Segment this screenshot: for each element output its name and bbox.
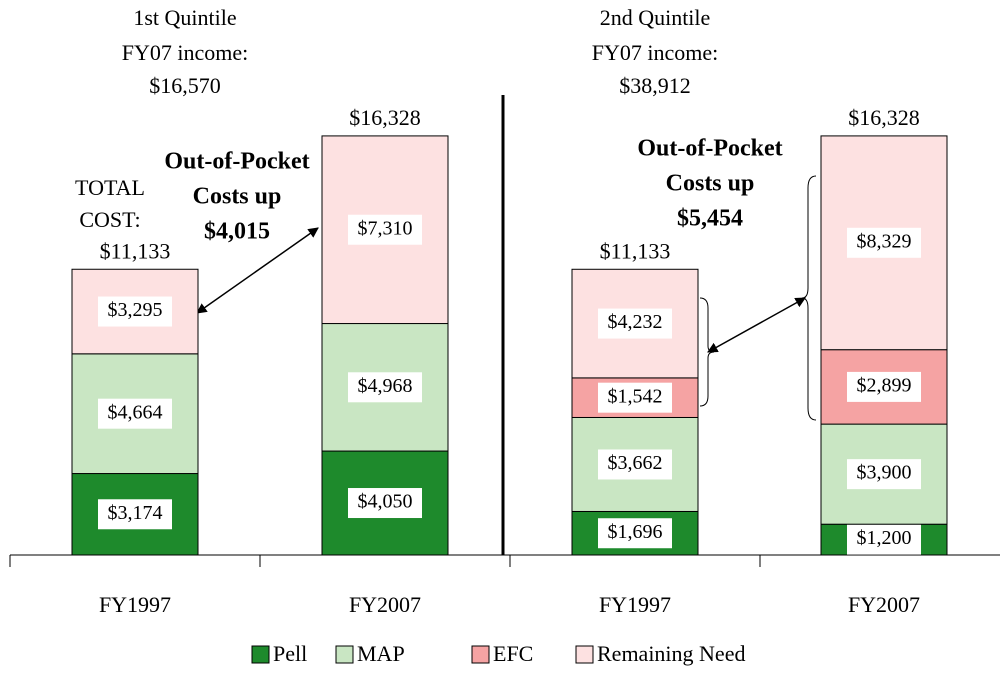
panel-subtitle: $38,912 (619, 73, 691, 98)
data-label: $3,662 (608, 452, 663, 474)
data-label: $1,542 (608, 385, 663, 407)
legend-swatch (251, 645, 270, 664)
label-box (348, 372, 422, 403)
legend-label: Remaining Need (597, 641, 745, 666)
annotation: $5,454 (677, 206, 743, 232)
annotation: Costs up (666, 171, 755, 197)
x-tick-label: FY2007 (848, 592, 920, 617)
label-box (847, 227, 921, 258)
brace (801, 175, 817, 421)
annotation: $4,015 (204, 219, 270, 245)
data-label: $2,899 (857, 374, 912, 396)
panel-title: 2nd Quintile (600, 5, 711, 30)
total-label: $11,133 (600, 238, 671, 263)
annotation: Out-of-Pocket (637, 136, 782, 162)
data-label: $3,174 (108, 502, 163, 524)
total-label: $11,133 (100, 238, 171, 263)
label-box (598, 449, 672, 480)
data-label: $8,329 (857, 230, 912, 252)
data-label: $3,900 (857, 462, 912, 484)
label-box (98, 499, 172, 530)
data-label: $4,664 (108, 401, 163, 423)
data-label: $1,200 (857, 527, 912, 549)
data-label: $3,295 (108, 299, 163, 321)
label-box (98, 398, 172, 429)
label-box (847, 371, 921, 402)
panel-subtitle: FY07 income: (122, 40, 249, 65)
label-box (98, 296, 172, 327)
legend-swatch (335, 645, 354, 664)
label-box (847, 459, 921, 490)
data-label: $4,050 (358, 491, 413, 513)
brace (699, 297, 715, 407)
label-box (598, 308, 672, 339)
legend-label: MAP (357, 641, 405, 666)
label-box (598, 382, 672, 413)
legend-swatch (575, 645, 594, 664)
x-tick-label: FY1997 (99, 592, 171, 617)
panel-subtitle: $16,570 (149, 73, 221, 98)
data-label: $7,310 (358, 217, 413, 239)
legend-label: EFC (493, 641, 533, 666)
panel-title: 1st Quintile (133, 5, 236, 30)
total-caption: COST: (79, 207, 140, 232)
data-label: $1,696 (608, 521, 663, 543)
annotation: Costs up (193, 184, 282, 210)
x-tick-label: FY2007 (349, 592, 421, 617)
label-box (348, 214, 422, 245)
data-label: $4,968 (358, 375, 413, 397)
label-box (847, 524, 921, 555)
legend-label: Pell (273, 641, 307, 666)
arrow (707, 297, 806, 353)
data-label: $4,232 (608, 311, 663, 333)
total-label: $16,328 (349, 105, 421, 130)
annotation: Out-of-Pocket (164, 149, 309, 175)
label-box (348, 488, 422, 519)
total-caption: TOTAL (75, 175, 145, 200)
x-tick-label: FY1997 (599, 592, 671, 617)
arrow (196, 227, 319, 314)
panel-subtitle: FY07 income: (592, 40, 719, 65)
legend-swatch (471, 645, 490, 664)
label-box (598, 518, 672, 549)
total-label: $16,328 (848, 105, 920, 130)
